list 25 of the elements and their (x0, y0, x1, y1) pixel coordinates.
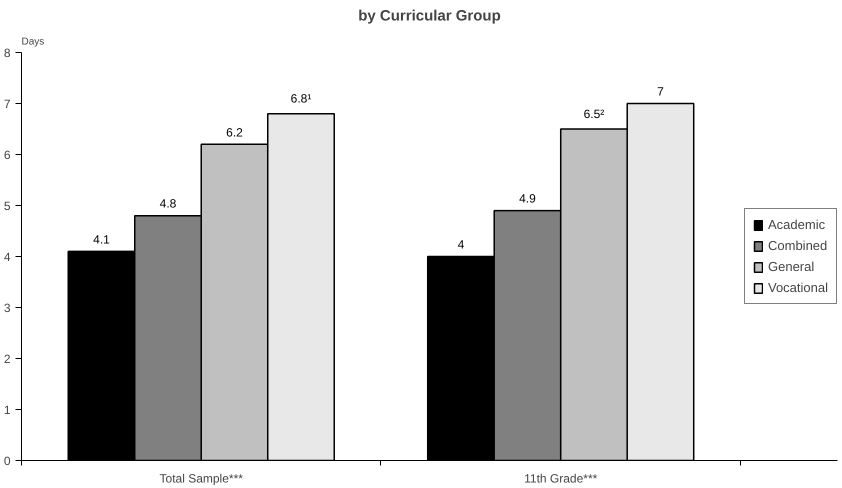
legend-label: Combined (768, 238, 828, 253)
data-label: 4.8 (160, 196, 177, 211)
legend-label: General (768, 259, 814, 274)
y-tick-label: 5 (4, 199, 11, 213)
data-label: 7 (657, 84, 664, 98)
y-tick-label: 4 (4, 250, 11, 264)
y-tick-label: 1 (4, 403, 11, 417)
chart-title: by Curricular Group (358, 8, 501, 24)
y-tick-label: 2 (4, 352, 11, 366)
data-label: 6.2 (226, 125, 244, 140)
data-label: 6.5² (584, 107, 604, 121)
y-tick-label: 0 (4, 454, 11, 468)
y-tick-label: 7 (4, 97, 11, 111)
y-axis-title: Days (22, 36, 44, 48)
x-tick-label: Total Sample*** (160, 472, 244, 486)
data-label: 6.8¹ (290, 92, 312, 106)
data-label: 4.1 (93, 232, 110, 246)
data-label: 4 (458, 238, 465, 252)
legend-label: Vocational (768, 280, 828, 295)
y-tick-label: 3 (4, 301, 11, 315)
x-tick-label: 11th Grade*** (524, 472, 598, 486)
data-label: 4.9 (519, 192, 536, 206)
y-tick-label: 8 (4, 46, 11, 60)
y-tick-label: 6 (4, 148, 11, 162)
legend-label: Academic (768, 217, 826, 232)
